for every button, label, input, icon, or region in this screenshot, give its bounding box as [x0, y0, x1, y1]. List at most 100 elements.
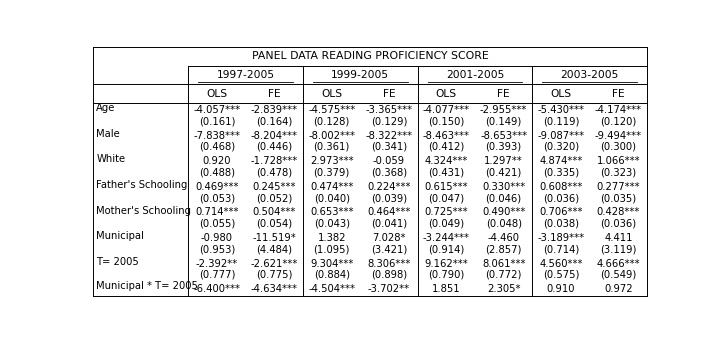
Text: (0.040): (0.040)	[313, 193, 349, 203]
Text: 0.972: 0.972	[604, 284, 632, 294]
Text: -8.653***: -8.653***	[480, 131, 527, 141]
Text: 0.224***: 0.224***	[367, 182, 411, 192]
Text: (0.478): (0.478)	[256, 167, 292, 178]
Text: 0.608***: 0.608***	[539, 182, 583, 192]
Text: 0.910: 0.910	[547, 284, 575, 294]
Text: (0.048): (0.048)	[486, 219, 522, 229]
Text: -8.322***: -8.322***	[365, 131, 412, 141]
Text: 4.874***: 4.874***	[539, 156, 583, 166]
Text: (0.898): (0.898)	[371, 270, 407, 280]
Text: (0.043): (0.043)	[313, 219, 349, 229]
Text: 0.277***: 0.277***	[596, 182, 640, 192]
Text: (0.320): (0.320)	[543, 142, 579, 152]
Text: FE: FE	[612, 89, 625, 99]
Text: 9.162***: 9.162***	[425, 258, 468, 269]
Text: -3.702**: -3.702**	[368, 284, 410, 294]
Text: 1997-2005: 1997-2005	[217, 70, 274, 80]
Text: Age: Age	[97, 103, 116, 113]
Text: (3.119): (3.119)	[600, 244, 637, 254]
Text: 0.706***: 0.706***	[539, 207, 583, 217]
Text: 0.504***: 0.504***	[253, 207, 296, 217]
Text: 8.306***: 8.306***	[367, 258, 411, 269]
Text: (0.150): (0.150)	[428, 116, 464, 126]
Text: (0.468): (0.468)	[199, 142, 235, 152]
Text: FE: FE	[268, 89, 281, 99]
Text: -6.400***: -6.400***	[193, 284, 240, 294]
Text: 1.851: 1.851	[432, 284, 461, 294]
Text: (0.161): (0.161)	[199, 116, 235, 126]
Text: (0.055): (0.055)	[199, 219, 235, 229]
Text: -4.575***: -4.575***	[308, 105, 355, 115]
Text: 2001-2005: 2001-2005	[446, 70, 504, 80]
Text: 2003-2005: 2003-2005	[560, 70, 619, 80]
Text: 2.305*: 2.305*	[487, 284, 521, 294]
Text: (0.446): (0.446)	[256, 142, 292, 152]
Text: 1.297**: 1.297**	[484, 156, 523, 166]
Text: (0.549): (0.549)	[600, 270, 637, 280]
Text: -4.057***: -4.057***	[193, 105, 240, 115]
Text: Mother's Schooling: Mother's Schooling	[97, 206, 191, 216]
Text: 9.304***: 9.304***	[310, 258, 353, 269]
Text: -4.077***: -4.077***	[423, 105, 470, 115]
Text: (3.421): (3.421)	[371, 244, 407, 254]
Text: 8.061***: 8.061***	[482, 258, 526, 269]
Text: (0.379): (0.379)	[313, 167, 349, 178]
Text: (0.036): (0.036)	[543, 193, 579, 203]
Text: -2.839***: -2.839***	[251, 105, 298, 115]
Text: -9.494***: -9.494***	[595, 131, 642, 141]
Text: 0.428***: 0.428***	[596, 207, 640, 217]
Text: Municipal * T= 2005: Municipal * T= 2005	[97, 281, 199, 291]
Text: (0.041): (0.041)	[371, 219, 407, 229]
Text: 0.653***: 0.653***	[310, 207, 353, 217]
Text: (0.914): (0.914)	[428, 244, 464, 254]
Text: (0.323): (0.323)	[600, 167, 636, 178]
Text: (2.857): (2.857)	[485, 244, 522, 254]
Text: 0.725***: 0.725***	[425, 207, 468, 217]
Text: Male: Male	[97, 129, 120, 139]
Text: (0.053): (0.053)	[199, 193, 235, 203]
Text: -0.980: -0.980	[201, 233, 233, 243]
Text: (0.393): (0.393)	[486, 142, 522, 152]
Text: (0.129): (0.129)	[371, 116, 407, 126]
Text: T= 2005: T= 2005	[97, 257, 139, 267]
Text: (0.488): (0.488)	[199, 167, 235, 178]
Text: 0.464***: 0.464***	[367, 207, 411, 217]
Text: -4.634***: -4.634***	[251, 284, 298, 294]
Text: (0.368): (0.368)	[371, 167, 407, 178]
Text: (4.484): (4.484)	[256, 244, 292, 254]
Text: 4.324***: 4.324***	[425, 156, 468, 166]
Text: White: White	[97, 154, 126, 164]
Text: (0.953): (0.953)	[199, 244, 235, 254]
Text: (0.149): (0.149)	[485, 116, 522, 126]
Text: (0.046): (0.046)	[486, 193, 522, 203]
Text: OLS: OLS	[321, 89, 342, 99]
Text: -4.504***: -4.504***	[308, 284, 355, 294]
Text: -3.365***: -3.365***	[365, 105, 412, 115]
Text: Municipal: Municipal	[97, 231, 144, 241]
Text: (0.772): (0.772)	[485, 270, 522, 280]
Text: OLS: OLS	[550, 89, 572, 99]
Text: OLS: OLS	[206, 89, 227, 99]
Text: (0.052): (0.052)	[256, 193, 292, 203]
Text: (0.049): (0.049)	[428, 219, 464, 229]
Text: FE: FE	[383, 89, 396, 99]
Text: 4.666***: 4.666***	[596, 258, 640, 269]
Text: (0.361): (0.361)	[313, 142, 349, 152]
Text: OLS: OLS	[436, 89, 457, 99]
Text: -2.392**: -2.392**	[196, 258, 238, 269]
Text: 0.615***: 0.615***	[425, 182, 468, 192]
Text: -0.059: -0.059	[373, 156, 405, 166]
Text: (0.431): (0.431)	[428, 167, 464, 178]
Text: (0.575): (0.575)	[543, 270, 579, 280]
Text: -4.460: -4.460	[487, 233, 520, 243]
Text: (0.054): (0.054)	[256, 219, 292, 229]
Text: (0.035): (0.035)	[600, 193, 636, 203]
Text: FE: FE	[497, 89, 510, 99]
Text: -8.002***: -8.002***	[308, 131, 355, 141]
Text: 0.330***: 0.330***	[482, 182, 526, 192]
Text: 1999-2005: 1999-2005	[331, 70, 389, 80]
Text: (0.714): (0.714)	[543, 244, 579, 254]
Text: (0.790): (0.790)	[428, 270, 464, 280]
Text: (0.300): (0.300)	[600, 142, 636, 152]
Text: (0.164): (0.164)	[256, 116, 292, 126]
